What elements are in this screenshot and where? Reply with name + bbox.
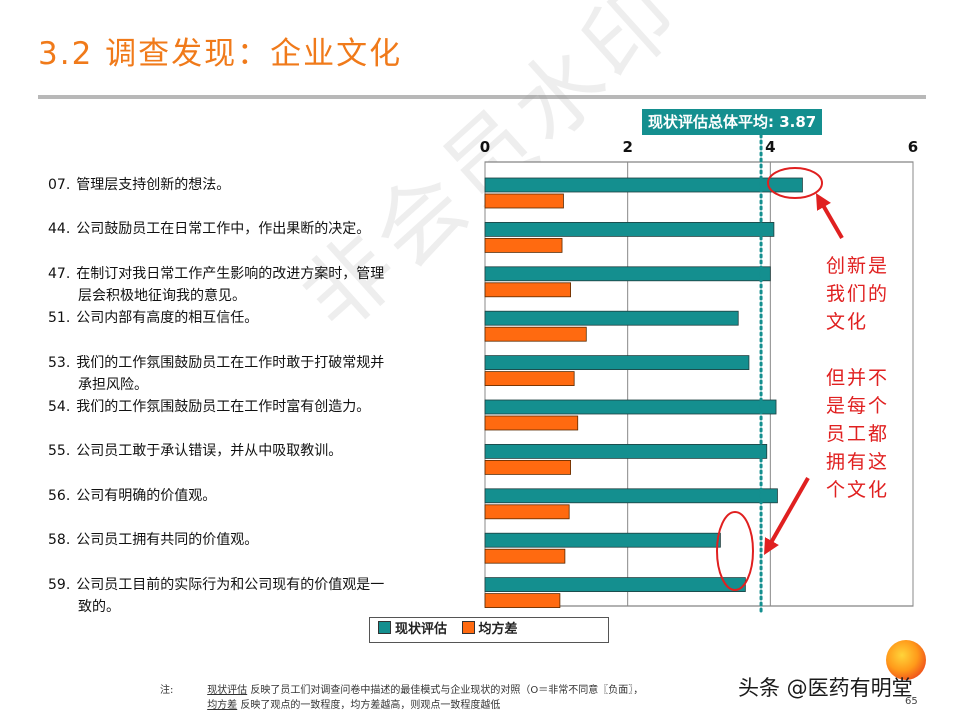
note-text-variance: 反映了观点的一致程度，均方差越高，则观点一致程度越低 — [240, 700, 501, 711]
legend-current-label: 现状评估 — [395, 622, 448, 637]
bar-current — [484, 443, 768, 459]
page-number: 65 — [905, 696, 918, 707]
question-label: 56. 公司有明确的价值观。 — [48, 485, 468, 507]
highlight-ellipse-top — [767, 167, 823, 199]
question-label-line: 53. 我们的工作氛围鼓励员工在工作时敢于打破常规并 — [48, 352, 468, 374]
question-label-line: 承担风险。 — [78, 376, 148, 393]
question-text: 公司员工目前的实际行为和公司现有的价值观是一 — [76, 576, 385, 593]
question-number: 53. — [48, 354, 71, 371]
question-label-line: 44. 公司鼓励员工在日常工作中，作出果断的决定。 — [48, 218, 468, 240]
average-label-box: 现状评估总体平均: 3.87 — [642, 109, 823, 135]
question-label-line: 59. 公司员工目前的实际行为和公司现有的价值观是一 — [48, 574, 468, 596]
question-number: 58. — [48, 532, 71, 549]
question-label: 53. 我们的工作氛围鼓励员工在工作时敢于打破常规并 承担风险。 — [48, 352, 468, 396]
question-number: 47. — [48, 265, 71, 282]
annotation-line: 员工都 — [826, 423, 890, 445]
question-text: 公司员工拥有共同的价值观。 — [76, 532, 259, 549]
question-number: 51. — [48, 310, 71, 327]
question-label-line: 07. 管理层支持创新的想法。 — [48, 174, 468, 196]
question-text: 公司内部有高度的相互信任。 — [76, 310, 259, 327]
bar-variance — [484, 193, 564, 209]
bar-variance — [484, 548, 566, 564]
question-text: 我们的工作氛围鼓励员工在工作时敢于打破常规并 — [76, 354, 385, 371]
legend-variance-label: 均方差 — [478, 622, 518, 637]
bar-current — [484, 310, 739, 326]
bar-variance — [484, 459, 571, 475]
question-label: 07. 管理层支持创新的想法。 — [48, 174, 468, 196]
note-term-current: 现状评估 — [207, 685, 248, 696]
question-label: 47. 在制订对我日常工作产生影响的改进方案时，管理 层会积极地征询我的意见。 — [48, 263, 468, 307]
x-tick-label: 0 — [480, 138, 490, 156]
question-label: 44. 公司鼓励员工在日常工作中，作出果断的决定。 — [48, 218, 468, 240]
bar-variance — [484, 371, 575, 387]
question-number: 54. — [48, 399, 71, 415]
arrow-top — [815, 193, 844, 240]
bar-current — [484, 577, 746, 592]
title-divider — [38, 95, 926, 99]
annotation-line: 我们的 — [826, 283, 890, 305]
bar-current — [484, 488, 778, 504]
page-title: 3.2 调查发现：企业文化 — [38, 36, 403, 72]
question-label-line: 56. 公司有明确的价值观。 — [48, 485, 468, 507]
question-label: 54. 我们的工作氛围鼓励员工在工作时富有创造力。 — [48, 396, 468, 418]
logo-sun-icon — [886, 640, 926, 680]
chart-legend: 现状评估 均方差 — [369, 617, 609, 643]
x-tick-label: 2 — [622, 138, 632, 156]
question-text: 公司员工敢于承认错误，并从中吸取教训。 — [76, 443, 343, 460]
question-text: 管理层支持创新的想法。 — [76, 177, 231, 193]
question-label-line: 54. 我们的工作氛围鼓励员工在工作时富有创造力。 — [48, 396, 468, 418]
question-number: 44. — [48, 221, 71, 238]
bar-variance — [484, 504, 570, 520]
bar-variance — [484, 415, 579, 431]
question-number: 56. — [48, 487, 71, 504]
brand-watermark: 头条 @医药有明堂 — [738, 676, 913, 700]
question-label-line: 47. 在制订对我日常工作产生影响的改进方案时，管理 — [48, 263, 468, 285]
note-term-variance: 均方差 — [207, 700, 238, 711]
bar-variance — [484, 282, 571, 298]
question-label: 58. 公司员工拥有共同的价值观。 — [48, 529, 468, 551]
question-label-line: 55. 公司员工敢于承认错误，并从中吸取教训。 — [48, 440, 468, 462]
highlight-ellipse-bottom — [716, 511, 754, 591]
note-text-current: 反映了员工们对调查问卷中描述的最佳模式与企业现状的对照（O＝非常不同意〖负面〗， — [250, 685, 644, 696]
x-tick-label: 6 — [908, 138, 918, 156]
question-label-line: 58. 公司员工拥有共同的价值观。 — [48, 529, 468, 551]
question-number: 59. — [48, 576, 71, 593]
question-label: 59. 公司员工目前的实际行为和公司现有的价值观是一 致的。 — [48, 574, 468, 618]
annotation-line: 文化 — [826, 311, 869, 333]
question-label: 55. 公司员工敢于承认错误，并从中吸取教训。 — [48, 440, 468, 462]
question-label: 51. 公司内部有高度的相互信任。 — [48, 307, 468, 329]
question-label-line: 致的。 — [78, 598, 120, 615]
bar-variance — [484, 237, 563, 253]
bar-current — [484, 177, 803, 193]
legend-swatch-current — [378, 621, 391, 634]
annotation-line: 但并不 — [826, 367, 890, 389]
bar-current — [484, 266, 771, 282]
annotation-line: 是每个 — [826, 395, 890, 417]
bar-variance — [484, 593, 561, 608]
question-text: 公司有明确的价值观。 — [76, 487, 217, 504]
question-text: 我们的工作氛围鼓励员工在工作时富有创造力。 — [76, 399, 371, 415]
annotation-bottom: 但并不是每个员工都拥有这个文化 — [826, 364, 889, 504]
x-tick-label: 4 — [765, 138, 775, 156]
legend-swatch-variance — [461, 621, 475, 634]
question-number: 07. — [48, 177, 71, 193]
note-prefix: 注: — [160, 685, 174, 696]
question-text: 公司鼓励员工在日常工作中，作出果断的决定。 — [76, 221, 371, 238]
annotation-line: 创新是 — [826, 255, 890, 277]
question-label-line: 层会积极地征询我的意见。 — [78, 287, 246, 304]
bar-current — [484, 221, 775, 237]
footnote: 注: 现状评估 反映了员工们对调查问卷中描述的最佳模式与企业现状的对照（O＝非常… — [160, 683, 643, 713]
bar-variance — [484, 326, 587, 342]
annotation-line: 拥有这 — [826, 451, 890, 473]
question-number: 55. — [48, 443, 71, 460]
question-label-line: 51. 公司内部有高度的相互信任。 — [48, 307, 468, 329]
arrow-bottom — [764, 477, 810, 555]
bar-current — [484, 399, 777, 415]
bar-current — [484, 355, 750, 371]
bar-current — [484, 532, 721, 548]
question-text: 在制订对我日常工作产生影响的改进方案时，管理 — [76, 265, 385, 282]
annotation-line: 个文化 — [826, 479, 890, 501]
annotation-top: 创新是 我们的 文化 — [826, 252, 889, 336]
